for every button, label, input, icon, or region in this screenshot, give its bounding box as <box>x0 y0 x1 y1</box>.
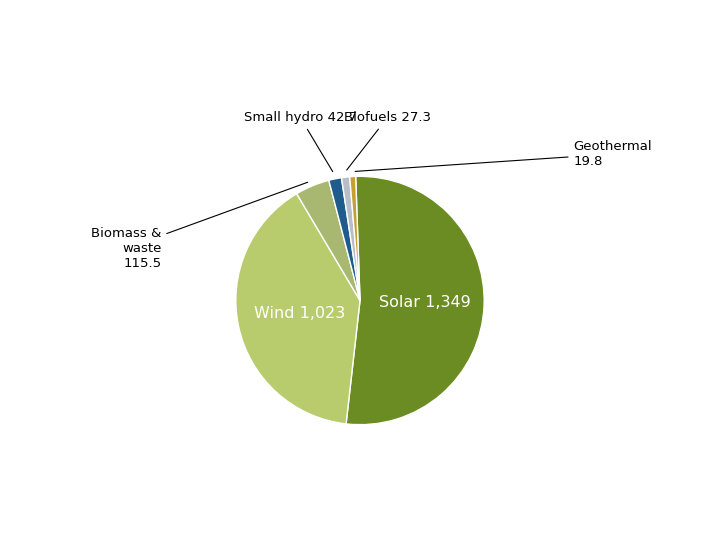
Wedge shape <box>346 176 484 425</box>
Text: Figure 1: Global renewable energy capacity investment over the
decade, 2010-2019: Figure 1: Global renewable energy capaci… <box>11 34 664 77</box>
Wedge shape <box>297 180 360 300</box>
Text: Footnote: Includes an estimate for 2019, based partly on provisional first-half : Footnote: Includes an estimate for 2019,… <box>11 494 528 543</box>
Text: Wind 1,023: Wind 1,023 <box>253 306 345 321</box>
Wedge shape <box>341 177 360 300</box>
Wedge shape <box>350 176 360 300</box>
Text: Biomass &
waste
115.5: Biomass & waste 115.5 <box>91 182 307 270</box>
Text: Geothermal
19.8: Geothermal 19.8 <box>355 140 652 171</box>
Wedge shape <box>236 194 360 424</box>
Wedge shape <box>329 178 360 300</box>
Text: Small hydro 42.7: Small hydro 42.7 <box>244 111 357 172</box>
Text: Biofuels 27.3: Biofuels 27.3 <box>344 111 431 170</box>
Text: Solar 1,349: Solar 1,349 <box>379 295 470 310</box>
